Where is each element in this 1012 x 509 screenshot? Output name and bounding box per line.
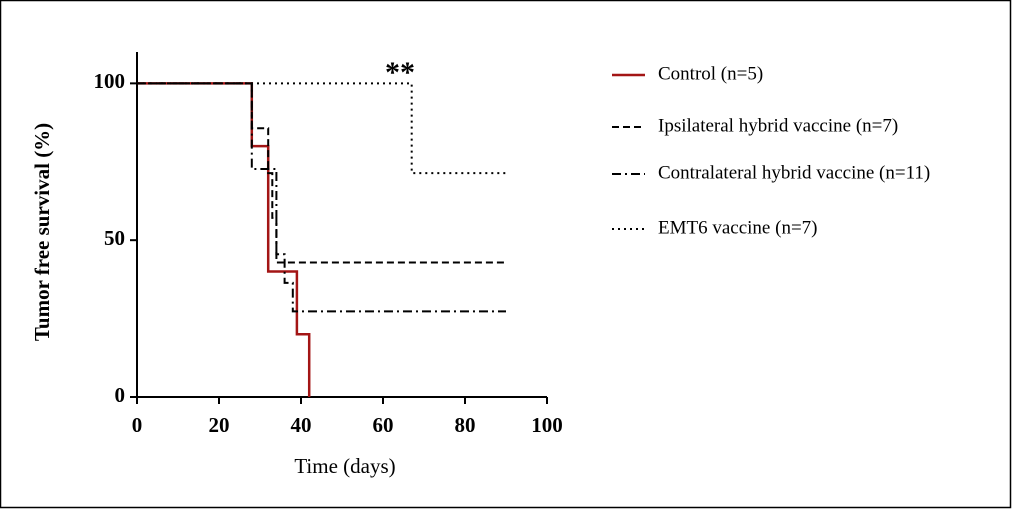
survival-line [137, 82, 506, 175]
legend-label: Contralateral hybrid vaccine (n=11) [658, 162, 930, 183]
legend-label: Control (n=5) [658, 63, 763, 84]
survival-line [137, 82, 311, 397]
x-tick-label: 80 [455, 413, 476, 437]
legend-label: Ipsilateral hybrid vaccine (n=7) [658, 115, 898, 136]
x-tick-label: 40 [291, 413, 312, 437]
y-tick-label: 100 [94, 69, 126, 93]
x-tick-label: 0 [132, 413, 143, 437]
y-axis-label: Tumor free survival (%) [30, 123, 54, 341]
survival-line [137, 82, 506, 313]
y-tick-label: 0 [115, 383, 126, 407]
x-tick-label: 20 [209, 413, 230, 437]
x-axis-label: Time (days) [294, 454, 395, 478]
x-tick-label: 100 [531, 413, 563, 437]
legend-label: EMT6 vaccine (n=7) [658, 217, 818, 238]
y-tick-label: 50 [104, 226, 125, 250]
x-tick-label: 60 [373, 413, 394, 437]
